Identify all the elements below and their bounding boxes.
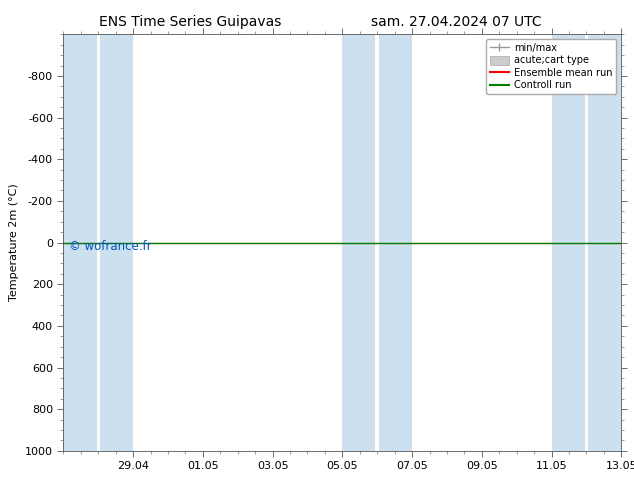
Bar: [588, 34, 621, 451]
Text: © wofrance.fr: © wofrance.fr: [69, 240, 152, 253]
Bar: [552, 34, 585, 451]
Bar: [100, 34, 133, 451]
Text: ENS Time Series Guipavas: ENS Time Series Guipavas: [99, 15, 281, 29]
Bar: [342, 34, 375, 451]
Text: sam. 27.04.2024 07 UTC: sam. 27.04.2024 07 UTC: [371, 15, 542, 29]
Y-axis label: Temperature 2m (°C): Temperature 2m (°C): [10, 184, 20, 301]
Legend: min/max, acute;cart type, Ensemble mean run, Controll run: min/max, acute;cart type, Ensemble mean …: [486, 39, 616, 94]
Bar: [63, 34, 96, 451]
Bar: [379, 34, 412, 451]
